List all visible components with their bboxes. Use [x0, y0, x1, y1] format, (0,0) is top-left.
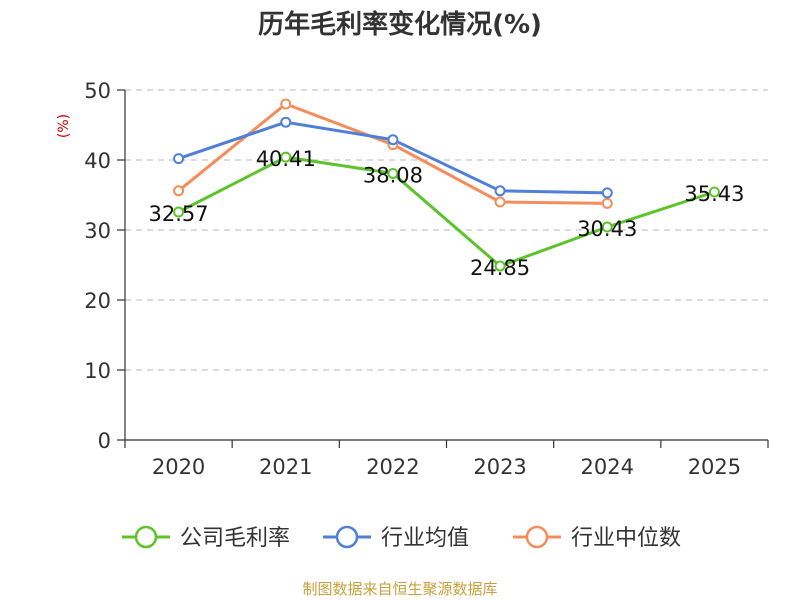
point-公司毛利率-2024[interactable]	[601, 221, 613, 233]
point-行业均值-2020[interactable]	[173, 153, 185, 165]
point-公司毛利率-2023[interactable]	[494, 260, 506, 272]
series-lines	[177, 102, 715, 268]
chart-title: 历年毛利率变化情况(%)	[258, 10, 542, 40]
y-tick-label-0: 0	[98, 429, 111, 453]
grid-lines	[125, 89, 768, 371]
legend-label-行业中位数: 行业中位数	[571, 526, 681, 551]
y-tick-label-40: 40	[84, 149, 111, 173]
legend-label-行业均值: 行业均值	[381, 526, 469, 551]
data-labels: 32.57 40.41 38.08 24.85 30.43 35.43	[149, 147, 745, 280]
point-行业均值-2021[interactable]	[280, 116, 292, 128]
point-行业均值-2022[interactable]	[387, 134, 399, 146]
point-公司毛利率-2020[interactable]	[173, 206, 185, 218]
point-公司毛利率-2025[interactable]	[708, 186, 720, 198]
point-公司毛利率-2022[interactable]	[387, 167, 399, 179]
series-line-公司毛利率	[177, 155, 715, 268]
data-label-2022: 38.08	[363, 163, 423, 187]
x-tick-label-2022: 2022	[366, 455, 419, 479]
x-tick-label-2020: 2020	[152, 455, 205, 479]
point-行业均值-2023[interactable]	[494, 185, 506, 197]
y-tick-label-50: 50	[84, 79, 111, 103]
point-行业中位数-2023[interactable]	[494, 196, 506, 208]
y-axis-label: (%)	[56, 114, 72, 138]
series-line-行业中位数	[177, 102, 608, 205]
data-label-2023: 24.85	[470, 256, 530, 280]
y-tick-label-10: 10	[84, 359, 111, 383]
x-tick-label-2024: 2024	[581, 455, 634, 479]
data-label-2024: 30.43	[577, 217, 637, 241]
axes: 0 10 20 30 40 50 2020 2021 2022 2023 2024 2025	[84, 79, 769, 479]
legend-marker-行业均值	[335, 525, 359, 549]
point-公司毛利率-2021[interactable]	[280, 151, 292, 163]
point-行业中位数-2020[interactable]	[173, 185, 185, 197]
legend-marker-行业中位数	[525, 525, 549, 549]
legend-item-公司毛利率[interactable]: 公司毛利率	[122, 525, 290, 551]
source-note: 制图数据来自恒生聚源数据库	[302, 580, 498, 598]
data-label-2025: 35.43	[684, 182, 744, 206]
x-tick-label-2025: 2025	[688, 455, 741, 479]
legend-item-行业中位数[interactable]: 行业中位数	[513, 525, 681, 551]
series-points	[173, 98, 720, 272]
legend[interactable]: 公司毛利率 行业均值 行业中位数	[122, 525, 681, 551]
data-label-2021: 40.41	[256, 147, 316, 171]
point-行业中位数-2024[interactable]	[601, 197, 613, 209]
legend-label-公司毛利率: 公司毛利率	[180, 526, 290, 551]
y-tick-label-20: 20	[84, 289, 111, 313]
legend-item-行业均值[interactable]: 行业均值	[323, 525, 469, 551]
x-tick-label-2023: 2023	[473, 455, 526, 479]
x-tick-label-2021: 2021	[259, 455, 312, 479]
point-行业均值-2024[interactable]	[601, 187, 613, 199]
data-label-2020: 32.57	[149, 202, 209, 226]
y-tick-label-30: 30	[84, 219, 111, 243]
point-行业中位数-2021[interactable]	[280, 98, 292, 110]
legend-marker-公司毛利率	[134, 525, 158, 549]
